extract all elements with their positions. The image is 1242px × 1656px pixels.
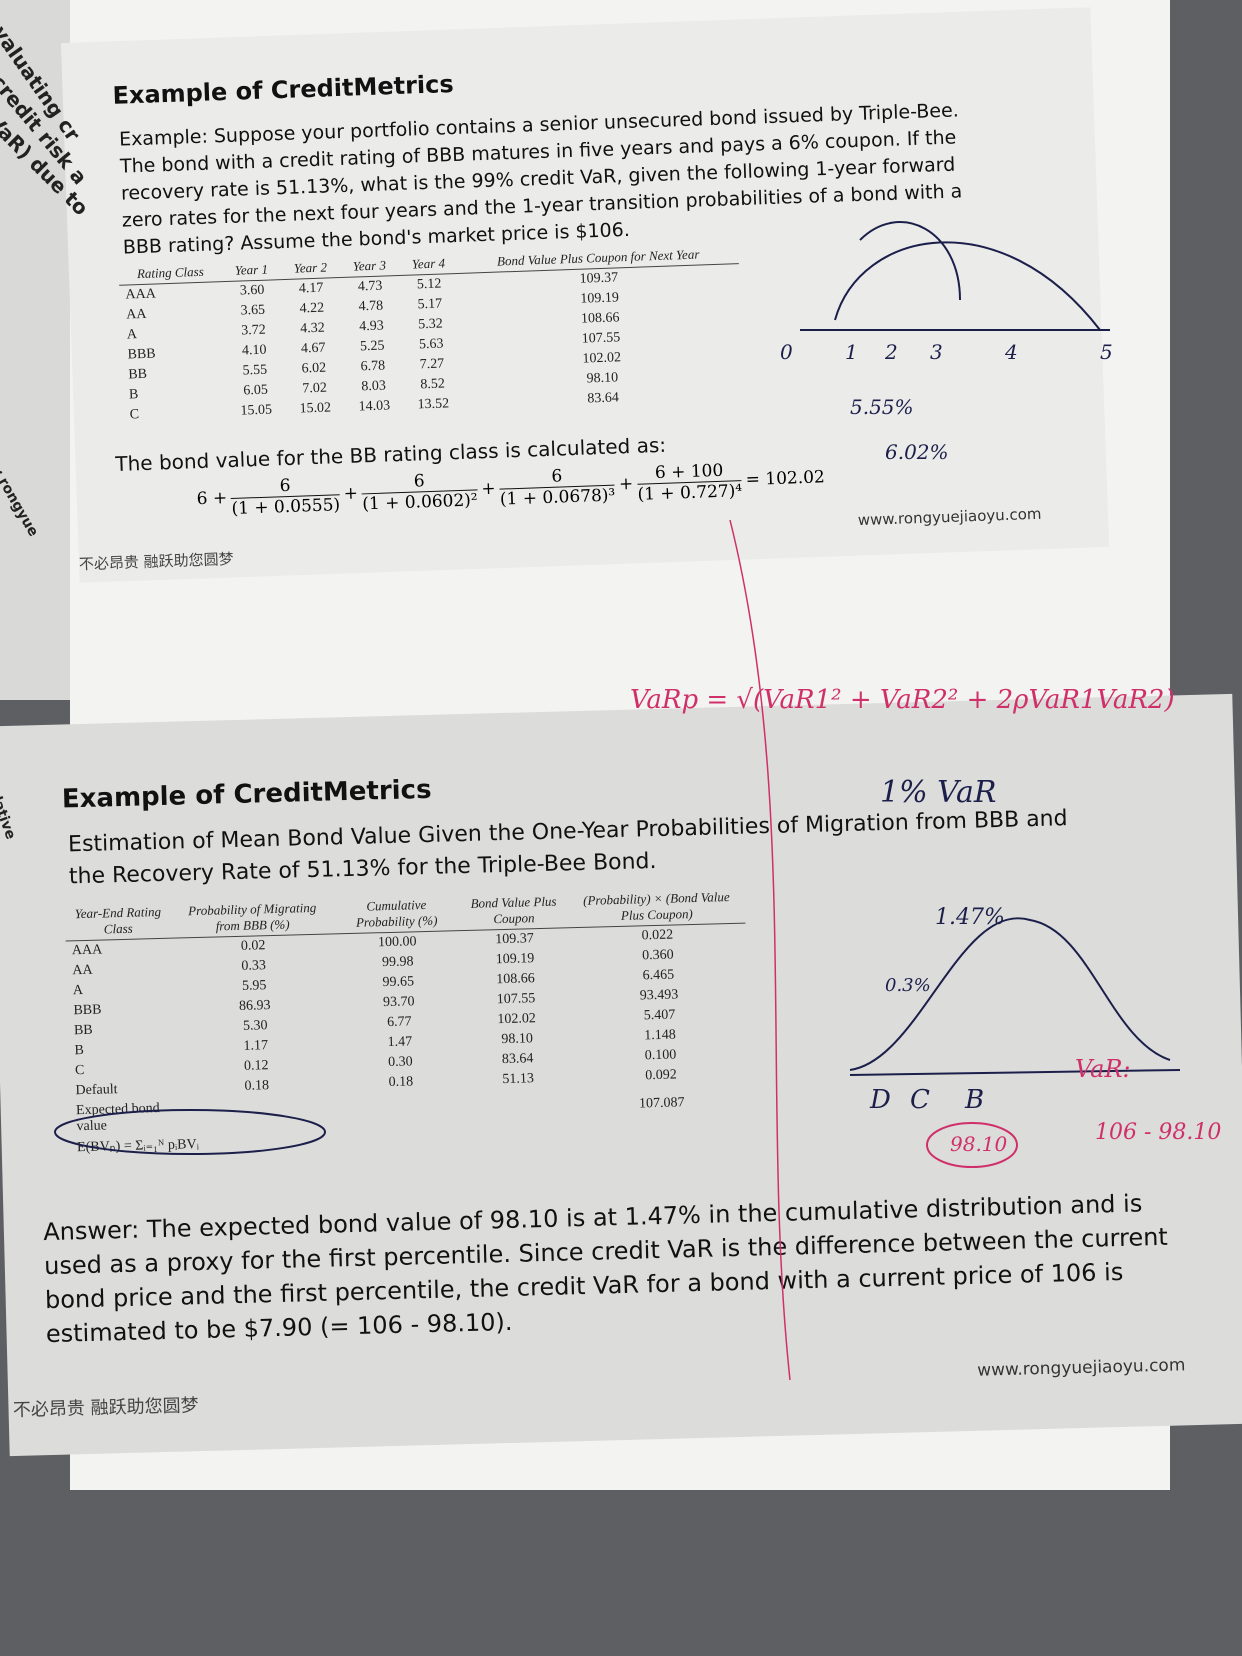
timeline-label: 2 (885, 340, 898, 364)
handwritten-note: 106 - 98.10 (1095, 1120, 1222, 1145)
timeline-label: 0 (780, 340, 793, 364)
handwritten-note: 1.47% (935, 905, 1005, 930)
handwritten-note: 0.3% (885, 975, 931, 996)
handwritten-note: 1% VaR (880, 775, 997, 810)
handwritten-note: 6.02% (885, 440, 949, 464)
timeline-label: 3 (930, 340, 943, 364)
timeline-label: 5 (1100, 340, 1113, 364)
timeline-label: 1 (845, 340, 858, 364)
timeline-label: 4 (1005, 340, 1018, 364)
handwritten-note: VaRp = √(VaR1² + VaR2² + 2ρVaR1VaR2) (630, 685, 1175, 715)
class-label: B (965, 1085, 985, 1115)
class-label: D (870, 1085, 891, 1115)
class-label: C (910, 1085, 930, 1115)
handwritten-note: VaR: (1075, 1055, 1131, 1083)
handwritten-note: 5.55% (850, 395, 914, 419)
handwritten-note: 98.10 (950, 1132, 1008, 1156)
